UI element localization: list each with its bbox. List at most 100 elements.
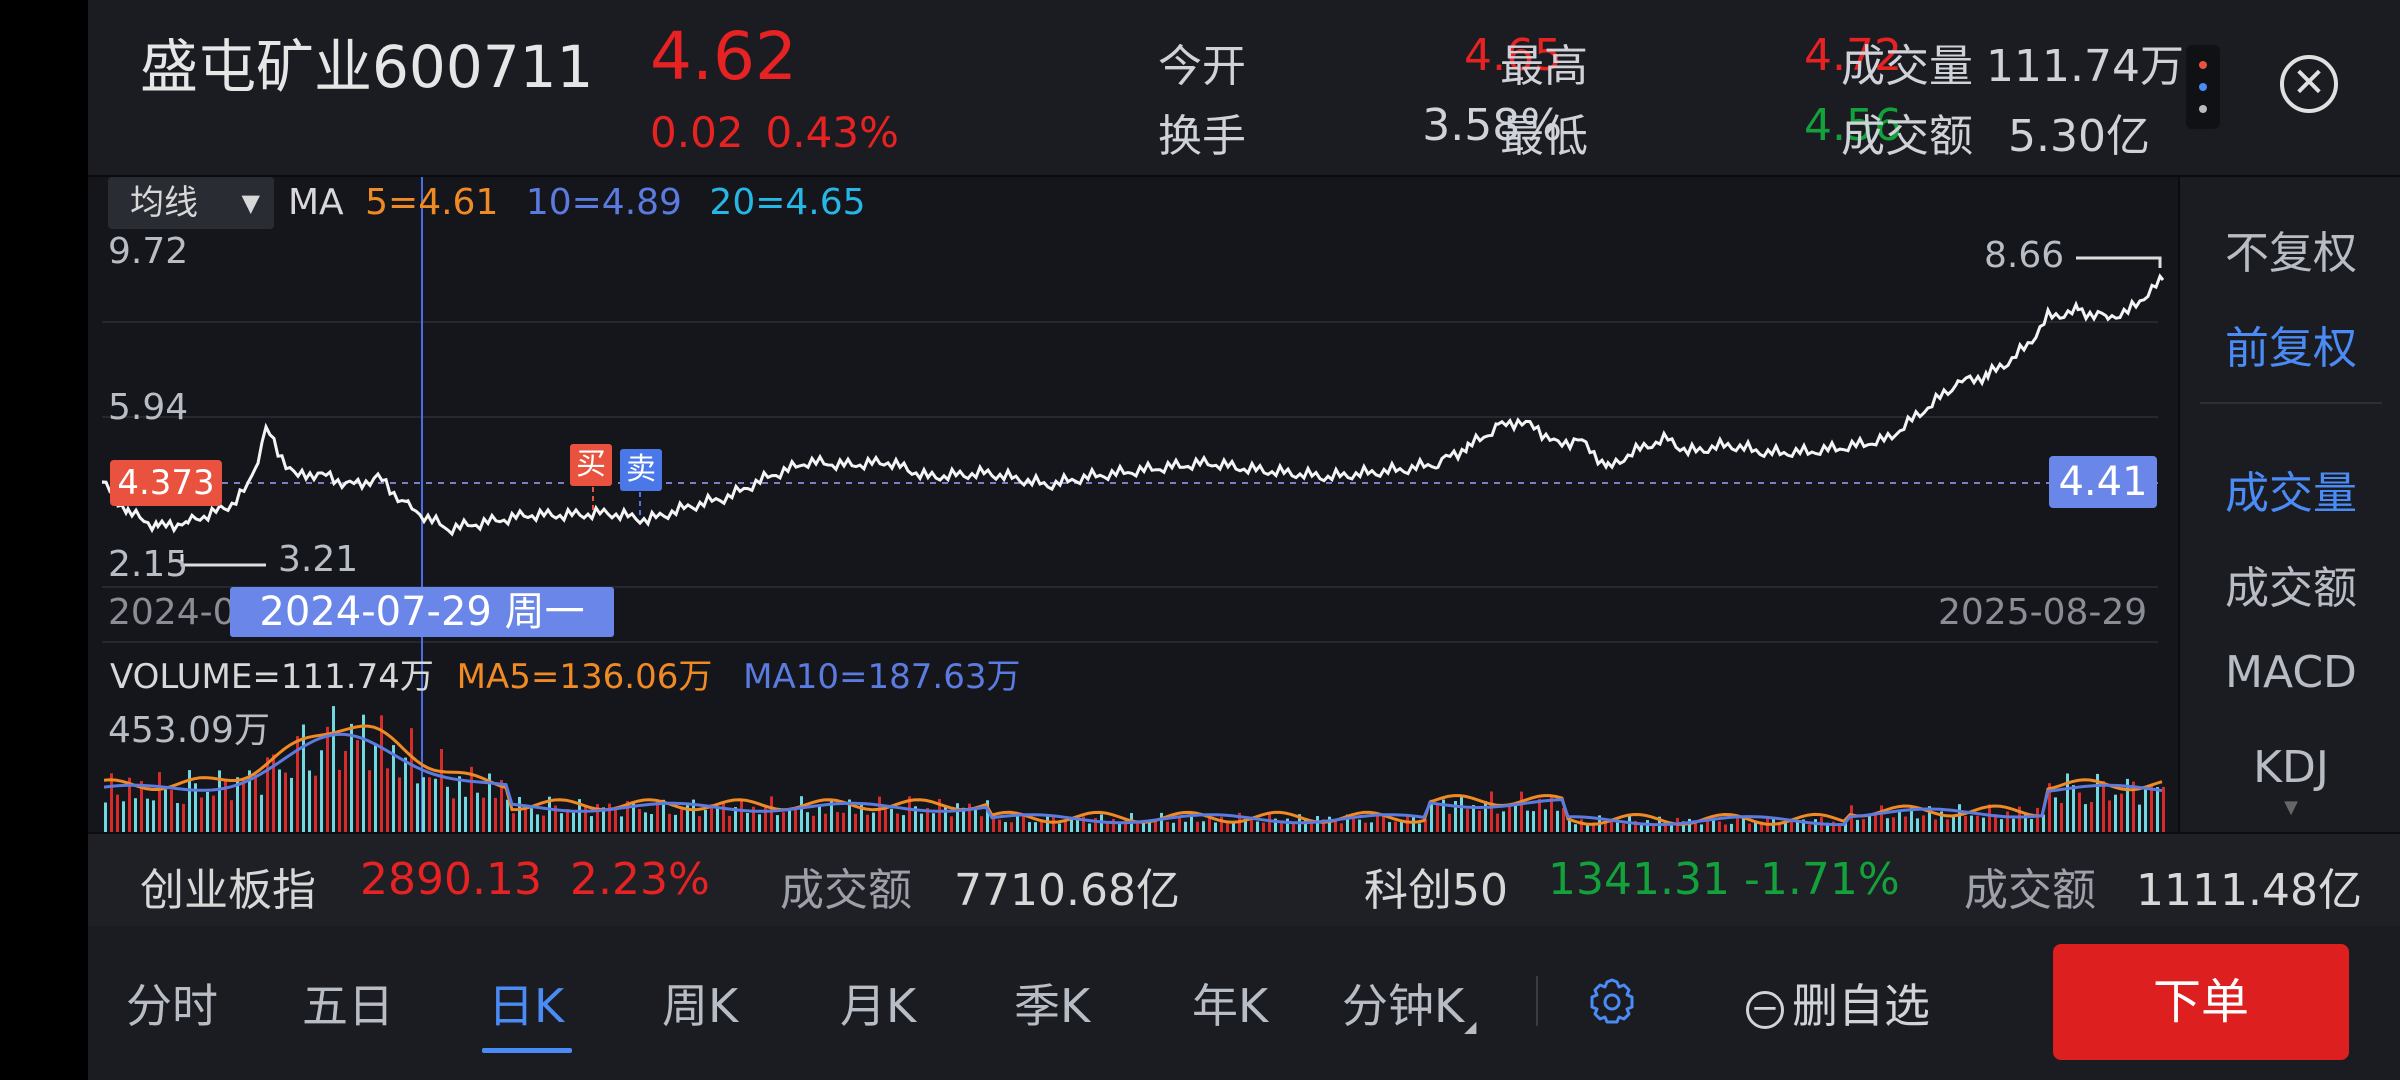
volume-bar bbox=[122, 801, 125, 832]
kline-chart[interactable]: 均线 ▼ MA 5=4.61 10=4.89 20=4.65 9.72 5.94… bbox=[88, 177, 2178, 832]
kdj-indicator-option[interactable]: KDJ bbox=[2253, 742, 2329, 793]
volume-bar bbox=[146, 798, 149, 832]
tab-minute-k-label: 分钟K bbox=[1342, 979, 1465, 1033]
volume-bar bbox=[1934, 819, 1937, 832]
tab-yearly-k[interactable]: 年K bbox=[1192, 979, 1269, 1033]
tab-five-day[interactable]: 五日 bbox=[302, 979, 394, 1033]
volume-bar bbox=[1574, 824, 1577, 832]
tab-monthly-k[interactable]: 月K bbox=[840, 979, 917, 1033]
volume-bar bbox=[2036, 807, 2039, 832]
place-order-button[interactable]: 下单 bbox=[2053, 944, 2349, 1060]
volume-bar bbox=[344, 751, 347, 832]
chevron-down-icon[interactable]: ▼ bbox=[2284, 797, 2298, 818]
volume-bar bbox=[536, 814, 539, 832]
volume-bar bbox=[1184, 821, 1187, 832]
volume-bar bbox=[608, 803, 611, 832]
volume-bar bbox=[1682, 821, 1685, 832]
volume-bar bbox=[512, 813, 515, 832]
volume-bar bbox=[1076, 818, 1079, 832]
volume-bar bbox=[836, 812, 839, 832]
more-dots-icon[interactable] bbox=[2186, 45, 2220, 129]
remove-watchlist-button[interactable]: − 删自选 bbox=[1746, 970, 1930, 1036]
volume-bar bbox=[2048, 783, 2051, 832]
tab-minute-k[interactable]: 分钟K◢ bbox=[1342, 970, 1476, 1036]
volume-bar bbox=[242, 779, 245, 832]
volume-bar bbox=[974, 808, 977, 832]
volume-bar bbox=[902, 815, 905, 832]
volume-bar bbox=[476, 792, 479, 832]
volume-bar bbox=[398, 777, 401, 832]
volume-bar bbox=[1400, 819, 1403, 832]
volume-bar bbox=[1484, 801, 1487, 832]
volume-bar bbox=[1958, 804, 1961, 832]
volume-bar bbox=[1376, 814, 1379, 832]
index2-percent: -1.71% bbox=[1744, 854, 1900, 905]
volume-bar bbox=[2114, 794, 2117, 832]
volume-bar bbox=[1514, 804, 1517, 832]
volume-bar bbox=[1994, 814, 1997, 832]
volume-bar bbox=[656, 800, 659, 832]
latest-price-tag: 4.41 bbox=[2049, 456, 2157, 508]
tab-weekly-k[interactable]: 周K bbox=[662, 979, 739, 1033]
macd-indicator-option[interactable]: MACD bbox=[2225, 647, 2357, 698]
volume-bar bbox=[1004, 822, 1007, 832]
volume-bar bbox=[176, 803, 179, 832]
volume-bar bbox=[1226, 823, 1229, 832]
price-line bbox=[101, 273, 2165, 537]
volume-bar bbox=[1568, 816, 1571, 832]
volume-bar bbox=[998, 819, 1001, 832]
volume-bar bbox=[1538, 798, 1541, 832]
volume-bar bbox=[188, 770, 191, 832]
volume-bar bbox=[824, 813, 827, 832]
volume-bar bbox=[332, 706, 335, 832]
volume-bar bbox=[1856, 819, 1859, 832]
volume-bar bbox=[1760, 821, 1763, 832]
volume-bar bbox=[704, 810, 707, 832]
volume-bar bbox=[1526, 810, 1529, 832]
volume-bar bbox=[278, 769, 281, 832]
volume-bar bbox=[812, 815, 815, 832]
volume-bar bbox=[1712, 819, 1715, 832]
close-icon[interactable]: ✕ bbox=[2280, 55, 2338, 113]
gear-icon[interactable] bbox=[1584, 974, 1640, 1030]
volume-bar bbox=[1988, 804, 1991, 832]
no-adjust-option[interactable]: 不复权 bbox=[2225, 228, 2357, 279]
amount-indicator-option[interactable]: 成交额 bbox=[2225, 563, 2357, 614]
volume-bar bbox=[2018, 806, 2021, 832]
volume-bar bbox=[1802, 819, 1805, 832]
turnover-label: 换手 bbox=[1158, 111, 1246, 162]
index-bar[interactable]: 创业板指 2890.13 2.23% 成交额 7710.68亿 科创50 134… bbox=[88, 832, 2400, 926]
quote-header: 盛屯矿业600711 4.62 0.02 0.43% 今开 4.65 最高 4.7… bbox=[88, 0, 2400, 175]
volume-bar bbox=[1646, 820, 1649, 832]
volume-bar bbox=[1940, 811, 1943, 832]
volume-bar bbox=[1952, 815, 1955, 832]
volume-bar bbox=[1094, 818, 1097, 832]
tab-daily-k[interactable]: 日K bbox=[488, 979, 565, 1033]
volume-bar bbox=[644, 812, 647, 832]
sell-marker[interactable]: 卖 bbox=[620, 449, 662, 491]
ma20-value: 20=4.65 bbox=[709, 182, 866, 223]
volume-bar bbox=[1610, 821, 1613, 832]
volume-ma10-line bbox=[103, 732, 2163, 827]
app-window: 盛屯矿业600711 4.62 0.02 0.43% 今开 4.65 最高 4.7… bbox=[88, 0, 2400, 1080]
volume-bar bbox=[1250, 819, 1253, 832]
volume-bar bbox=[1886, 818, 1889, 832]
volume-bar bbox=[1364, 822, 1367, 832]
volume-bar bbox=[2054, 797, 2057, 832]
volume-bar bbox=[1706, 816, 1709, 832]
indicator-mode-dropdown[interactable]: 均线 ▼ bbox=[108, 177, 274, 229]
volume-bar bbox=[380, 715, 383, 832]
volume-bar bbox=[2108, 800, 2111, 832]
volume-indicator-option[interactable]: 成交量 bbox=[2225, 468, 2357, 519]
forward-adjust-option[interactable]: 前复权 bbox=[2225, 323, 2357, 374]
buy-marker[interactable]: 买 bbox=[570, 444, 612, 486]
tab-quarterly-k[interactable]: 季K bbox=[1014, 979, 1091, 1033]
volume-bar bbox=[2096, 773, 2099, 832]
volume-bar bbox=[722, 802, 725, 832]
volume-bar bbox=[956, 803, 959, 832]
volume-bar bbox=[1274, 818, 1277, 832]
tab-intraday[interactable]: 分时 bbox=[126, 979, 218, 1033]
volume-bar bbox=[1220, 816, 1223, 832]
volume-bar bbox=[2006, 811, 2009, 832]
volume-bar bbox=[932, 813, 935, 832]
